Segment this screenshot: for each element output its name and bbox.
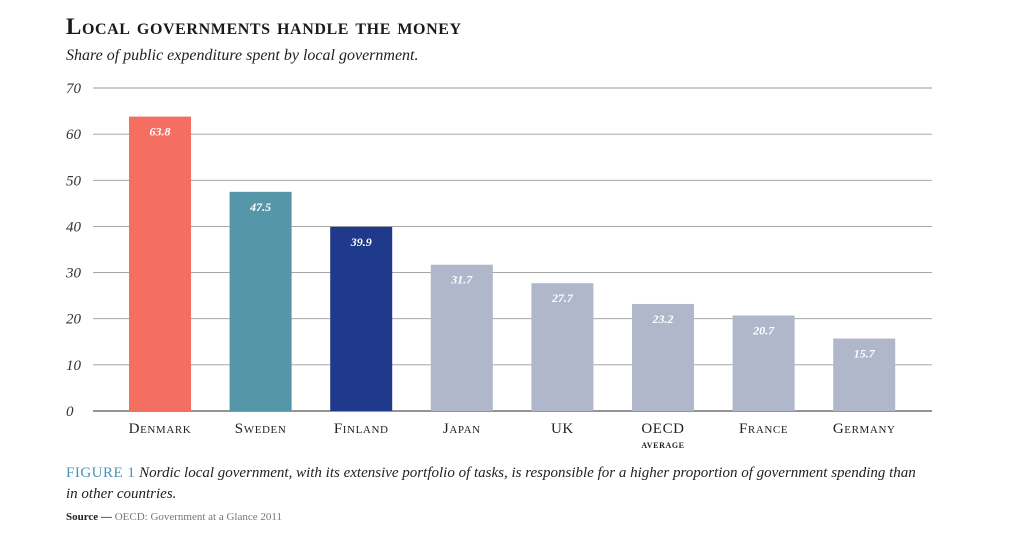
y-tick-label: 20 [66,312,82,328]
data-label: 20.7 [752,323,775,337]
x-tick-label: Finland [334,421,389,437]
data-label: 23.2 [652,312,674,326]
data-label: 15.7 [854,347,876,361]
bars [129,116,896,411]
data-label: 31.7 [450,273,473,287]
y-tick-label: 70 [66,81,82,97]
data-label: 47.5 [249,200,271,214]
figure-caption: FIGURE 1 Nordic local government, with i… [66,463,926,505]
x-tick-label: France [739,421,788,437]
bar-chart: 0 10 20 30 40 50 60 70 63.8 47.5 39.9 31.7 27.7 23.2… [65,81,932,451]
x-tick-label: UK [551,421,574,437]
chart-title: Local governments handle the money [66,14,462,39]
y-tick-label: 10 [66,358,82,374]
data-label: 39.9 [350,235,372,249]
source-label: Source — [66,511,112,523]
chart-subtitle: Share of public expenditure spent by loc… [66,47,419,64]
x-tick-label: Sweden [235,421,287,437]
y-tick-label: 60 [66,127,82,143]
source-text: OECD: Government at a Glance 2011 [114,511,282,523]
bar [531,283,594,411]
data-label: 27.7 [551,291,574,305]
x-tick-label: Denmark [129,421,192,437]
figure-label: FIGURE 1 [66,465,136,481]
y-tick-label: 40 [66,219,82,235]
gridlines [93,87,932,412]
source-note: Source — OECD: Government at a Glance 20… [66,511,282,523]
bar [833,338,896,411]
y-tick-label: 0 [66,404,74,420]
figure-caption-text: Nordic local government, with its extens… [66,465,916,502]
x-tick-label: average [641,437,684,451]
x-tick-label: Japan [443,421,481,437]
bar [129,116,191,411]
x-tick-label: OECD [641,421,684,437]
bar [732,315,795,411]
data-labels: 63.8 47.5 39.9 31.7 27.7 23.2 20.7 15.7 [150,125,876,361]
bar [229,191,292,411]
bar [330,226,393,411]
y-tick-label: 30 [65,266,82,282]
data-label: 63.8 [150,125,171,139]
x-tick-label: Germany [833,421,896,437]
bar [430,264,493,411]
y-axis-ticks: 0 10 20 30 40 50 60 70 [65,81,82,420]
y-tick-label: 50 [66,173,82,189]
bar [632,303,694,411]
